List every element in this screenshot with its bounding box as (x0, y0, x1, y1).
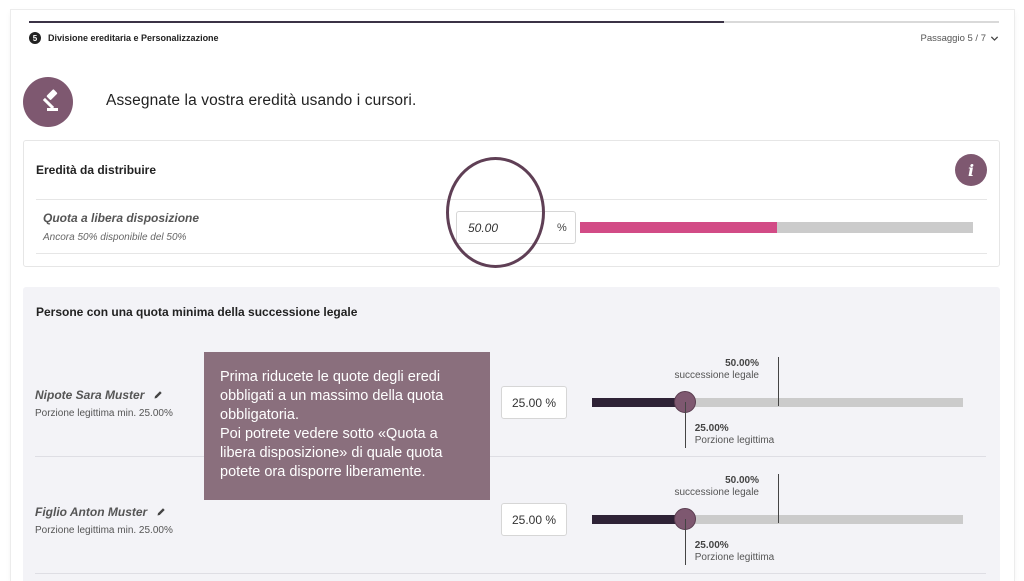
info-icon[interactable]: i (955, 154, 987, 186)
free-quota-value: 50.00 (468, 221, 499, 235)
help-tooltip: Prima riducete le quote degli eredi obbl… (204, 352, 490, 500)
legal-succession-pct: 50.00% (725, 475, 759, 486)
free-quota-input[interactable]: 50.00 % (456, 211, 576, 244)
divider (35, 573, 986, 574)
step-number-icon: 5 (29, 32, 41, 44)
step-header: 5 Divisione ereditaria e Personalizzazio… (29, 30, 999, 46)
legal-succession-text: successione legale (674, 487, 760, 498)
reserved-portion-marker (684, 402, 686, 448)
free-quota-available: Ancora 50% disponibile del 50% (43, 232, 187, 243)
reserved-portion-label: 25.00% Porzione legittima (695, 423, 774, 447)
pencil-icon[interactable] (153, 390, 163, 400)
intro-text: Assegnate la vostra eredità usando i cur… (106, 92, 417, 109)
reserved-portion-pct: 25.00% (694, 423, 729, 434)
heir-name[interactable]: Figlio Anton Muster (35, 505, 166, 519)
reserved-portion-label: 25.00% Porzione legittima (695, 540, 774, 564)
heir-share-input[interactable]: 25.00 % (501, 503, 567, 536)
heirs-section-title: Persone con una quota minima della succe… (36, 305, 358, 319)
legal-succession-marker (777, 474, 779, 523)
step-title: Divisione ereditaria e Personalizzazione (48, 33, 219, 43)
divider (36, 199, 987, 200)
percent-unit: % (557, 222, 567, 234)
heir-min-portion: Porzione legittima min. 25.00% (35, 408, 173, 419)
reserved-portion-pct: 25.00% (694, 540, 729, 551)
heirs-card: Persone con una quota minima della succe… (23, 287, 1000, 581)
inheritance-card: Eredità da distribuire i Quota a libera … (23, 140, 1000, 267)
legal-succession-text: successione legale (674, 370, 760, 381)
heir-share-input[interactable]: 25.00 % (501, 386, 567, 419)
heir-min-portion: Porzione legittima min. 25.00% (35, 525, 173, 536)
progress-fill (29, 21, 724, 23)
reserved-portion-text: Porzione legittima (694, 552, 775, 563)
heir-row: Figlio Anton Muster Porzione legittima m… (35, 457, 986, 574)
reserved-portion-marker (684, 519, 686, 565)
progress-bar (29, 21, 999, 23)
info-icon-label: i (967, 160, 975, 180)
divider (36, 253, 987, 254)
heir-row: Nipote Sara Muster Porzione legittima mi… (35, 340, 986, 457)
legal-succession-label: 50.00% successione legale (675, 358, 760, 382)
divider (35, 456, 986, 457)
heir-name[interactable]: Nipote Sara Muster (35, 388, 163, 402)
heir-name-text: Nipote Sara Muster (35, 388, 145, 402)
free-quota-bar (580, 222, 973, 233)
pencil-icon[interactable] (156, 507, 166, 517)
gavel-icon (23, 77, 73, 127)
help-tooltip-text: Prima riducete le quote degli eredi obbl… (220, 369, 444, 480)
legal-succession-pct: 50.00% (725, 358, 759, 369)
free-quota-label: Quota a libera disposizione (43, 211, 200, 225)
wizard-frame: 5 Divisione ereditaria e Personalizzazio… (11, 10, 1014, 581)
step-counter-dropdown[interactable]: Passaggio 5 / 7 (921, 33, 1000, 44)
step-counter-label: Passaggio 5 / 7 (920, 32, 987, 44)
legal-succession-label: 50.00% successione legale (675, 475, 760, 499)
slider-fill (592, 515, 685, 524)
slider-fill (592, 398, 685, 407)
heir-name-text: Figlio Anton Muster (35, 505, 148, 519)
legal-succession-marker (777, 357, 779, 406)
reserved-portion-text: Porzione legittima (694, 435, 775, 446)
free-quota-bar-fill (580, 222, 777, 233)
inheritance-title: Eredità da distribuire (36, 163, 157, 177)
chevron-down-icon (990, 35, 999, 41)
